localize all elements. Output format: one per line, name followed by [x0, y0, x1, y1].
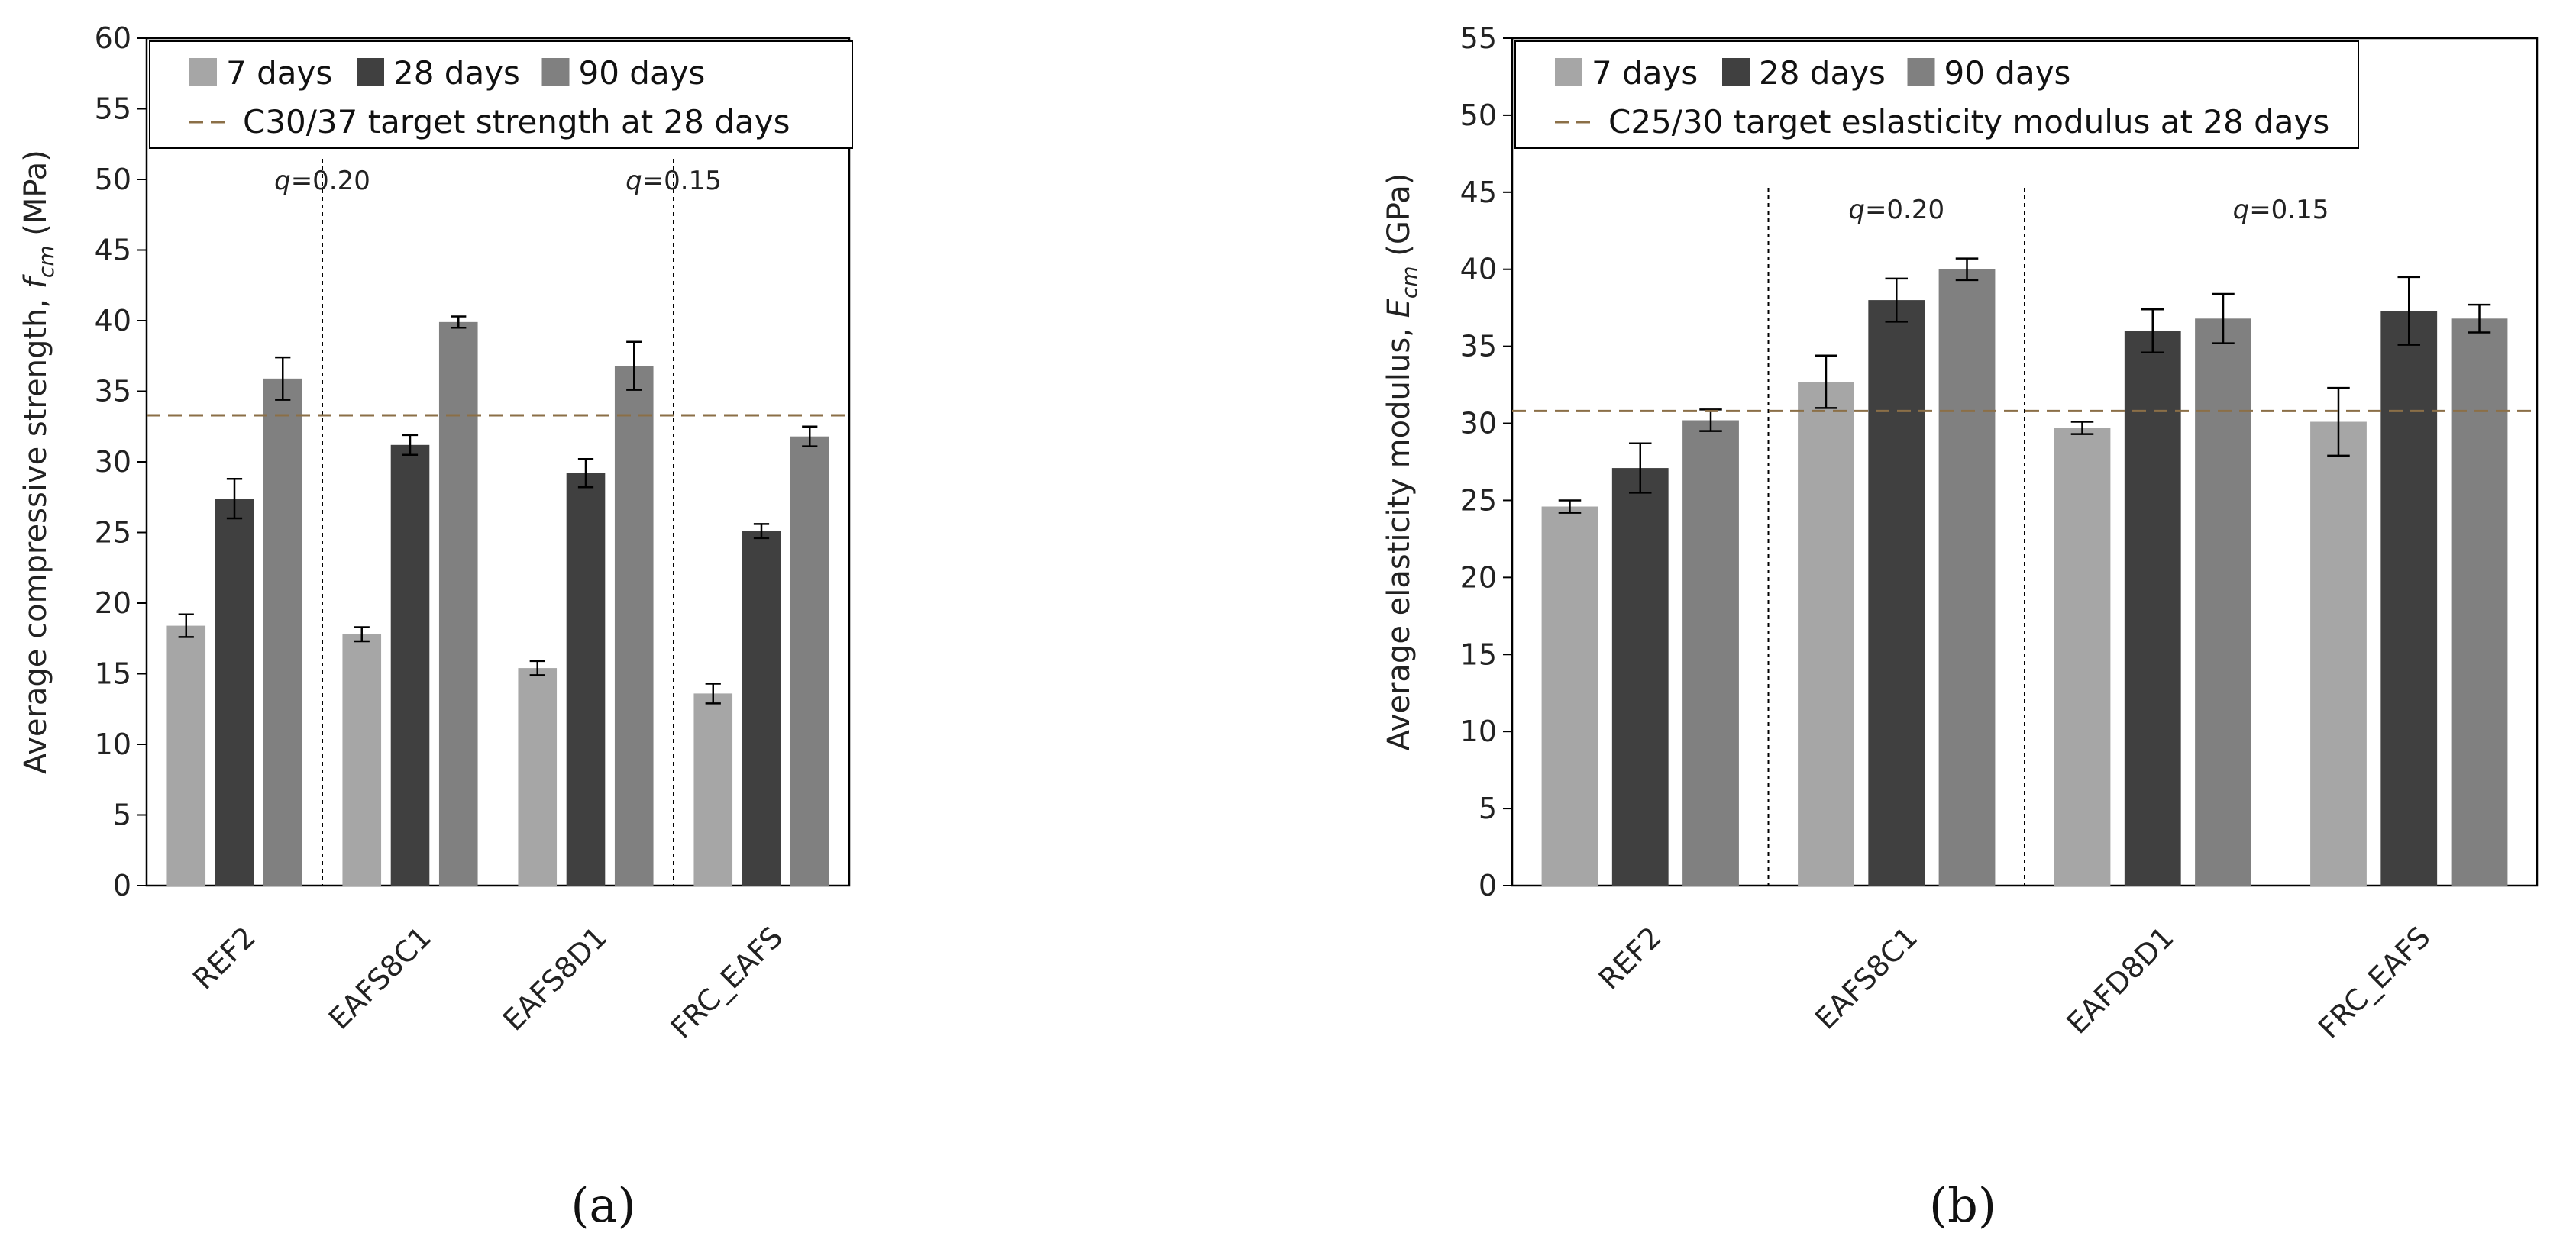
y-tick-label: 40 — [1460, 253, 1497, 286]
bar-7-days-EAFS8D1 — [518, 668, 558, 886]
legend-entry-reference: C30/37 target strength at 28 days — [243, 103, 790, 140]
bar-28-days-EAFS8D1 — [566, 473, 606, 886]
legend-swatch — [1722, 58, 1750, 86]
bar-90-days-EAFS8D1 — [614, 366, 654, 886]
y-tick-label: 15 — [1460, 637, 1497, 671]
legend-box — [1514, 40, 2359, 149]
y-tick-label: 10 — [1460, 715, 1497, 748]
y-tick-label: 40 — [95, 304, 131, 337]
legend-swatch — [1555, 58, 1582, 86]
panel-label: (a) — [570, 1177, 635, 1233]
y-tick-label: 10 — [95, 728, 131, 761]
y-tick-label: 60 — [95, 21, 131, 55]
chart-panel-a: 0 5 10 15 20 25 30 35 40 45 50 55 60 Average compress… — [18, 21, 853, 1233]
bar-28-days-EAFD8D1 — [2124, 331, 2181, 886]
legend-swatch — [357, 58, 384, 86]
category-label: EAFS8C1 — [322, 920, 438, 1035]
category-label: FRC_EAFS — [2312, 920, 2436, 1044]
bar-90-days-FRC_EAFS — [790, 436, 829, 886]
y-axis-label: Average elasticity modulus, Ecm (GPa) — [1382, 173, 1422, 751]
group-annotation: q=0.15 — [2233, 195, 2329, 225]
legend-entry: 28 days — [1759, 54, 1886, 92]
y-tick-label: 25 — [1460, 483, 1497, 517]
bar-7-days-FRC_EAFS — [693, 693, 733, 886]
y-tick-label: 30 — [95, 445, 131, 479]
group-annotation: q=0.15 — [625, 166, 722, 196]
y-tick-label: 5 — [113, 799, 131, 832]
legend-entry: 90 days — [579, 54, 706, 92]
bar-90-days-EAFS8C1 — [1938, 269, 1996, 886]
bar-7-days-EAFS8C1 — [1798, 382, 1854, 886]
y-tick-label: 55 — [1460, 21, 1497, 55]
bar-7-days-FRC_EAFS — [2310, 421, 2367, 886]
y-tick-label: 20 — [95, 586, 131, 620]
y-tick-label: 45 — [1460, 176, 1497, 209]
y-tick-label: 35 — [1460, 330, 1497, 363]
y-tick-label: 50 — [95, 163, 131, 196]
y-tick-label: 15 — [95, 657, 131, 691]
y-axis-label-sub: cm — [1397, 266, 1422, 299]
bar-28-days-FRC_EAFS — [2380, 311, 2438, 886]
category-label: EAFS8C1 — [1808, 920, 1924, 1035]
y-axis-label: Average compressive strength, fcm (MPa) — [18, 150, 59, 774]
legend-entry: 90 days — [1944, 54, 2071, 92]
legend-swatch — [1907, 58, 1935, 86]
bar-7-days-REF2 — [166, 625, 206, 886]
y-tick-label: 50 — [1460, 98, 1497, 132]
y-axis-label-main: Average compressive strength, — [18, 289, 53, 774]
bar-28-days-REF2 — [215, 499, 254, 886]
bar-90-days-FRC_EAFS — [2451, 318, 2508, 886]
bar-28-days-REF2 — [1611, 468, 1669, 886]
y-axis-label-unit: (MPa) — [18, 150, 53, 245]
y-tick-label: 0 — [113, 869, 131, 902]
bar-90-days-REF2 — [263, 378, 302, 886]
category-label: REF2 — [186, 920, 262, 996]
category-label: EAFD8D1 — [2060, 920, 2181, 1041]
group-annotation: q=0.20 — [1848, 195, 1944, 225]
y-tick-label: 25 — [95, 516, 131, 550]
bar-90-days-REF2 — [1682, 420, 1739, 886]
bar-7-days-EAFD8D1 — [2054, 428, 2111, 886]
panel-label: (b) — [1929, 1177, 1996, 1233]
y-tick-label: 0 — [1479, 869, 1497, 902]
bar-90-days-EAFS8C1 — [438, 321, 478, 886]
y-tick-label: 35 — [95, 375, 131, 408]
bar-7-days-REF2 — [1541, 506, 1598, 886]
legend-entry: 28 days — [393, 54, 520, 92]
bar-7-days-EAFS8C1 — [342, 634, 382, 886]
legend-swatch — [189, 58, 217, 86]
group-annotation: q=0.20 — [274, 166, 370, 196]
y-tick-label: 55 — [95, 92, 131, 126]
chart-panel-b: 0 5 10 15 20 25 30 35 40 45 50 55 Average elasticity… — [1382, 21, 2539, 1233]
legend-entry: 7 days — [226, 54, 332, 92]
y-tick-label: 45 — [95, 234, 131, 267]
y-tick-label: 30 — [1460, 407, 1497, 441]
y-axis-label-sub: cm — [34, 245, 59, 278]
y-tick-label: 20 — [1460, 560, 1497, 594]
y-axis-label-main: Average elasticity modulus, — [1382, 318, 1417, 750]
bar-28-days-EAFS8C1 — [1868, 300, 1925, 886]
y-axis-label-unit: (GPa) — [1382, 173, 1417, 266]
bar-28-days-FRC_EAFS — [742, 531, 781, 886]
legend-box — [149, 40, 853, 149]
legend-swatch — [541, 58, 570, 86]
legend-entry: 7 days — [1592, 54, 1698, 92]
category-label: FRC_EAFS — [664, 920, 789, 1044]
y-tick-label: 5 — [1479, 792, 1497, 825]
category-label: REF2 — [1592, 920, 1668, 996]
y-axis-label-symbol: E — [1382, 298, 1417, 318]
category-label: EAFS8D1 — [496, 920, 613, 1037]
bar-28-days-EAFS8C1 — [390, 444, 430, 886]
legend-entry-reference: C25/30 target eslasticity modulus at 28 … — [1608, 103, 2329, 140]
bar-90-days-EAFD8D1 — [2195, 318, 2251, 886]
